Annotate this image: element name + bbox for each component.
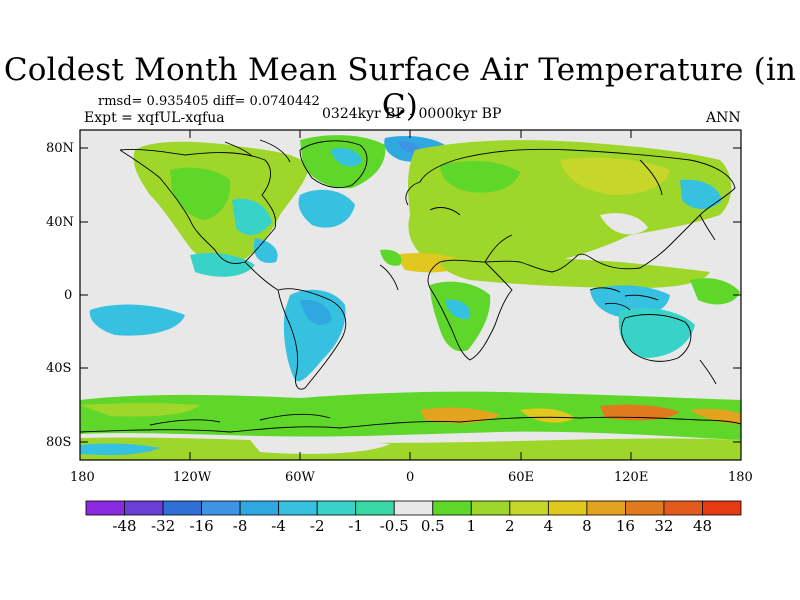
colorbar-box bbox=[509, 500, 549, 516]
colorbar-box bbox=[162, 500, 202, 516]
colorbar-label: 1 bbox=[466, 517, 477, 535]
colorbar-label: -0.5 bbox=[379, 517, 409, 535]
coastlines bbox=[80, 139, 741, 433]
colorbar-box bbox=[663, 500, 703, 516]
colorbar-box bbox=[278, 500, 318, 516]
colorbar-label: -2 bbox=[309, 517, 325, 535]
colorbar-label: 32 bbox=[654, 517, 674, 535]
colorbar-box bbox=[201, 500, 241, 516]
lon-label-120w: 120W bbox=[173, 470, 212, 485]
colorbar-label: 8 bbox=[582, 517, 592, 535]
colorbar-box bbox=[432, 500, 472, 516]
colorbar-box bbox=[85, 500, 125, 516]
colorbar-label: -8 bbox=[232, 517, 248, 535]
map-title: Coldest Month Mean Surface Air Temperatu… bbox=[3, 52, 797, 124]
colorbar-box bbox=[239, 500, 280, 516]
colorbar-box bbox=[124, 500, 164, 516]
season-label: ANN bbox=[706, 110, 741, 126]
lat-label-80s: 80S bbox=[46, 435, 72, 450]
colorbar-label: -32 bbox=[151, 517, 176, 535]
lon-label-180w: 180 bbox=[70, 470, 95, 485]
lon-label-60w: 60W bbox=[285, 470, 315, 485]
colorbar-box bbox=[702, 500, 742, 516]
stats-text: rmsd= 0.935405 diff= 0.0740442 bbox=[98, 94, 320, 109]
colorbar-label: -48 bbox=[112, 517, 137, 535]
colorbar-label: 0.5 bbox=[420, 517, 445, 535]
colorbar-box bbox=[586, 500, 626, 516]
axis-ticks bbox=[80, 130, 741, 460]
colorbar-box bbox=[393, 500, 434, 516]
colorbar-box bbox=[355, 500, 395, 516]
colorbar bbox=[85, 500, 742, 516]
period-label: 0324kyr BP - 0000kyr BP bbox=[322, 106, 502, 122]
lat-label-0: 0 bbox=[64, 288, 73, 303]
colorbar-box bbox=[316, 500, 357, 516]
anomaly-shading bbox=[80, 135, 741, 460]
colorbar-box bbox=[547, 500, 588, 516]
lon-label-0: 0 bbox=[406, 470, 415, 485]
experiment-label: Expt = xqfUL-xqfua bbox=[84, 110, 225, 126]
colorbar-label: 16 bbox=[615, 517, 635, 535]
colorbar-box bbox=[625, 500, 665, 516]
colorbar-label: 4 bbox=[543, 517, 554, 535]
colorbar-label: -16 bbox=[189, 517, 214, 535]
colorbar-label: 48 bbox=[692, 517, 713, 535]
colorbar-label: -1 bbox=[348, 517, 363, 535]
lat-label-40n: 40N bbox=[46, 215, 74, 230]
colorbar-label: 2 bbox=[505, 517, 515, 535]
colorbar-label: -4 bbox=[271, 517, 286, 535]
colorbar-box bbox=[470, 500, 511, 516]
lat-label-40s: 40S bbox=[46, 361, 72, 376]
lon-label-120e: 120E bbox=[614, 470, 649, 485]
lat-label-80n: 80N bbox=[46, 141, 74, 156]
lon-label-60e: 60E bbox=[508, 470, 535, 485]
lon-label-180e: 180 bbox=[728, 470, 753, 485]
